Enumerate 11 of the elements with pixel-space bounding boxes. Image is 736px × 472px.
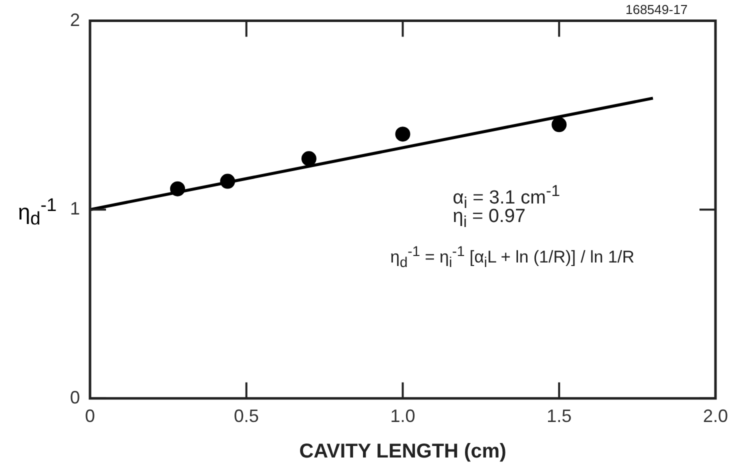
x-tick-label: 0.5: [234, 406, 259, 426]
y-tick-label: 2: [70, 10, 80, 30]
y-tick-label: 0: [70, 387, 80, 408]
x-tick-label: 2.0: [702, 406, 728, 426]
x-tick-label: 0: [85, 406, 96, 426]
x-axis-title: CAVITY LENGTH (cm): [299, 440, 506, 463]
x-tick-label: 1.0: [390, 406, 416, 426]
y-tick-label: 1: [70, 198, 80, 219]
x-tick-label: 1.5: [546, 406, 572, 426]
text: η$_{d}$$^{-1}$ = η$_{i}$$^{-1}$ [α$_{i}$L + ln (1/R)] / ln 1/R: [390, 244, 634, 271]
text: 168549-17: [625, 2, 688, 17]
